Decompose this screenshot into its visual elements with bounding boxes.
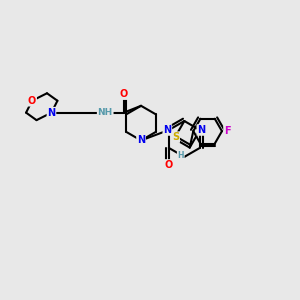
Text: S: S xyxy=(172,132,179,142)
Text: N: N xyxy=(47,108,56,118)
Text: O: O xyxy=(28,96,36,106)
Text: N: N xyxy=(197,125,206,135)
Text: H: H xyxy=(178,151,184,160)
Text: O: O xyxy=(120,89,128,99)
Text: NH: NH xyxy=(98,108,113,117)
Text: N: N xyxy=(163,125,171,135)
Text: O: O xyxy=(165,160,173,170)
Text: F: F xyxy=(224,126,231,136)
Text: N: N xyxy=(137,135,145,146)
